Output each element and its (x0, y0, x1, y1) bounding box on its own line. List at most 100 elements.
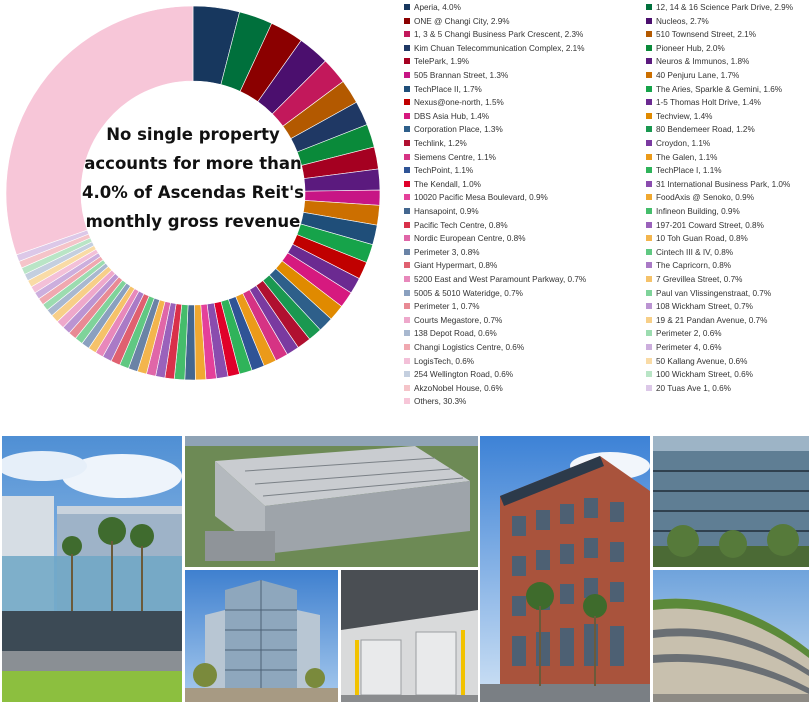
legend-item: Corporation Place, 1.3% (404, 123, 503, 137)
legend-item: Hansapoint, 0.9% (404, 205, 479, 219)
property-photo-glass-office-palms (2, 436, 182, 702)
legend-item: Croydon, 1.1% (646, 137, 710, 151)
legend-label: FoodAxis @ Senoko, 0.9% (656, 193, 754, 203)
legend-item: Infineon Building, 0.9% (646, 205, 740, 219)
legend-label: 7 Grevillea Street, 0.7% (656, 275, 743, 284)
legend-item: The Kendall, 1.0% (404, 178, 481, 192)
legend-swatch (404, 180, 410, 187)
legend-label: 1-5 Thomas Holt Drive, 1.4% (656, 98, 761, 108)
legend-item: 5005 & 5010 Wateridge, 0.7% (404, 287, 523, 301)
legend-item: 5200 East and West Paramount Parkway, 0.… (404, 273, 586, 287)
legend-item: LogisTech, 0.6% (404, 355, 474, 369)
legend-swatch (404, 4, 410, 10)
legend-swatch (404, 357, 410, 364)
legend-label: Cintech III & IV, 0.8% (656, 247, 734, 257)
legend-item: 1, 3 & 5 Changi Business Park Crescent, … (404, 28, 583, 42)
legend-item: 80 Bendemeer Road, 1.2% (646, 123, 755, 137)
legend-label: Techlink, 1.2% (414, 139, 467, 148)
legend-swatch (646, 31, 652, 38)
legend-item: The Galen, 1.1% (646, 151, 717, 165)
legend-label: Croydon, 1.1% (656, 139, 711, 148)
legend-swatch (646, 153, 652, 160)
property-photo-loading-bay (341, 570, 478, 702)
legend-swatch (404, 112, 410, 119)
legend-label: Nucleos, 2.7% (656, 16, 709, 26)
legend-label: Nordic European Centre, 0.8% (414, 234, 526, 244)
legend-item: Perimeter 3, 0.8% (404, 246, 480, 260)
legend-item: TechPoint, 1.1% (404, 164, 473, 178)
property-photo-aerial-warehouse (185, 436, 478, 567)
legend-label: 1, 3 & 5 Changi Business Park Crescent, … (414, 30, 584, 40)
chart-legend: Aperia, 4.0% ONE @ Changi City, 2.9% 1, 3 … (404, 1, 809, 433)
legend-label: Perimeter 2, 0.6% (656, 329, 722, 339)
legend-swatch (404, 85, 410, 92)
legend-label: 19 & 21 Pandan Avenue, 0.7% (656, 315, 768, 325)
legend-label: 10020 Pacific Mesa Boulevard, 0.9% (414, 193, 548, 203)
legend-swatch (646, 235, 652, 242)
legend-swatch (404, 289, 410, 296)
legend-swatch (404, 330, 410, 337)
legend-item: Paul van Vlissingenstraat, 0.7% (646, 287, 771, 301)
legend-label: Giant Hypermart, 0.8% (414, 261, 498, 271)
legend-swatch (646, 4, 652, 10)
donut-slice (5, 5, 194, 256)
legend-swatch (404, 371, 410, 378)
legend-label: 5005 & 5010 Wateridge, 0.7% (414, 288, 523, 298)
legend-label: The Kendall, 1.0% (414, 179, 481, 189)
legend-label: LogisTech, 0.6% (414, 356, 475, 366)
legend-label: Siemens Centre, 1.1% (414, 152, 496, 162)
legend-item: 254 Wellington Road, 0.6% (404, 368, 513, 382)
legend-label: Perimeter 3, 0.8% (414, 247, 480, 257)
legend-swatch (646, 384, 652, 391)
legend-label: Others, 30.3% (414, 397, 467, 407)
legend-item: 40 Penjuru Lane, 1.7% (646, 69, 739, 83)
legend-label: ONE @ Changi City, 2.9% (414, 16, 510, 26)
legend-swatch (404, 316, 410, 323)
legend-label: 505 Brannan Street, 1.3% (414, 71, 509, 80)
legend-swatch (404, 235, 410, 242)
legend-label: 20 Tuas Ave 1, 0.6% (656, 383, 731, 393)
annotation-line: 4.0% of Ascendas Reit's (82, 183, 304, 202)
legend-swatch (646, 221, 652, 228)
legend-swatch (404, 208, 410, 214)
legend-item: Nexus@one-north, 1.5% (404, 96, 504, 110)
photo-loading-bay-illustration (341, 570, 478, 702)
legend-swatch (646, 344, 652, 350)
legend-label: The Aries, Sparkle & Gemini, 1.6% (656, 84, 783, 94)
legend-item: TechPlace II, 1.7% (404, 83, 482, 97)
legend-item: The Aries, Sparkle & Gemini, 1.6% (646, 83, 782, 97)
legend-item: Cintech III & IV, 0.8% (646, 246, 733, 260)
annotation-line: monthly gross revenue (85, 212, 301, 231)
legend-label: 12, 14 & 16 Science Park Drive, 2.9% (656, 3, 793, 12)
legend-swatch (646, 180, 652, 187)
legend-swatch (646, 357, 652, 364)
legend-item: Techlink, 1.2% (404, 137, 467, 151)
legend-item: 10020 Pacific Mesa Boulevard, 0.9% (404, 191, 548, 205)
legend-item: Aperia, 4.0% (404, 1, 461, 15)
legend-item: Nordic European Centre, 0.8% (404, 232, 526, 246)
legend-swatch (646, 112, 652, 119)
legend-label: 138 Depot Road, 0.6% (414, 329, 497, 339)
legend-swatch (404, 303, 410, 310)
legend-item: Others, 30.3% (404, 395, 466, 409)
legend-swatch (646, 140, 652, 146)
legend-swatch (404, 384, 410, 391)
legend-swatch (646, 330, 652, 337)
legend-item: 31 International Business Park, 1.0% (646, 178, 790, 192)
legend-item: 12, 14 & 16 Science Park Drive, 2.9% (646, 1, 793, 15)
legend-item: 7 Grevillea Street, 0.7% (646, 273, 742, 287)
legend-swatch (404, 194, 410, 201)
property-photo-glass-office-trees (653, 436, 809, 567)
legend-label: 31 International Business Park, 1.0% (656, 179, 791, 189)
legend-label: TechPlace I, 1.1% (656, 166, 722, 176)
legend-swatch (646, 126, 652, 133)
donut-center-annotation: No single property accounts for more tha… (82, 120, 304, 236)
annotation-line: accounts for more than (84, 154, 302, 173)
photo-green-roof-building-illustration (653, 570, 809, 702)
property-photo-collage (0, 436, 811, 704)
legend-swatch (646, 262, 652, 269)
legend-label: The Galen, 1.1% (656, 152, 718, 162)
legend-item: Techview, 1.4% (646, 110, 712, 124)
legend-swatch (404, 153, 410, 160)
photo-glass-tower-illustration (185, 570, 338, 702)
